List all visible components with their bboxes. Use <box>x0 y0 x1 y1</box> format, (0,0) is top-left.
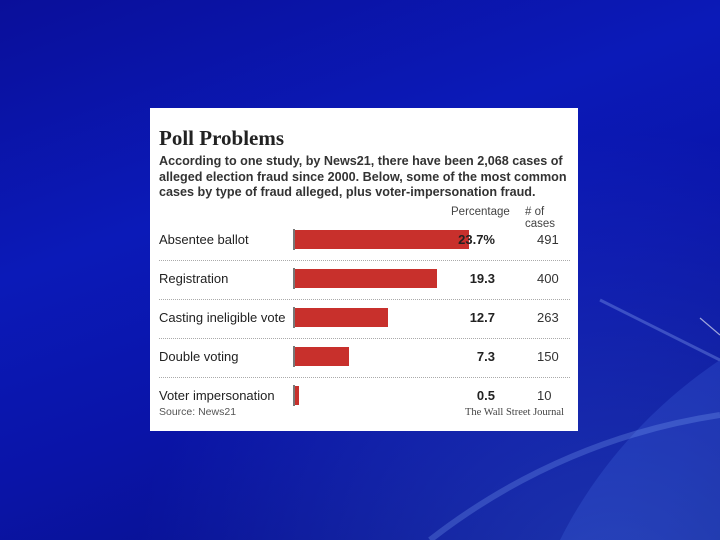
bar <box>295 385 299 405</box>
cases-header: # of cases <box>525 205 556 230</box>
chart-description: According to one study, by News21, there… <box>159 154 567 199</box>
bar <box>295 307 389 327</box>
bar-row: Voter impersonation 0.5 10 <box>159 376 570 416</box>
bar-baseline <box>293 306 295 328</box>
bar-row: Absentee ballot 23.7% 491 <box>159 222 570 260</box>
bar <box>295 346 349 366</box>
column-headers: Percentage # of cases <box>159 204 570 230</box>
source-note: Source: News21 <box>159 406 237 418</box>
cases-value: 10 <box>537 387 552 403</box>
chart-title: Poll Problems <box>159 126 285 150</box>
cases-value: 263 <box>537 309 559 325</box>
bar-row: Casting ineligible vote 12.7 263 <box>159 298 570 338</box>
bar-row: Registration 19.3 400 <box>159 259 570 299</box>
category-label: Double voting <box>159 348 239 364</box>
percentage-value: 0.5 <box>476 387 495 403</box>
chart-card: Poll Problems According to one study, by… <box>150 108 578 431</box>
cases-value: 400 <box>537 270 559 286</box>
bar-row: Double voting 7.3 150 <box>159 337 570 377</box>
bar-baseline <box>293 345 295 367</box>
cases-value: 150 <box>537 348 559 364</box>
percentage-header: Percentage <box>451 205 510 218</box>
category-label: Registration <box>159 270 229 286</box>
percentage-value: 23.7% <box>458 231 495 247</box>
category-label: Voter impersonation <box>159 387 275 403</box>
percentage-value: 19.3 <box>469 270 495 286</box>
category-label: Casting ineligible vote <box>159 309 286 325</box>
bar-baseline <box>293 267 295 289</box>
percentage-value: 12.7 <box>469 309 495 325</box>
bar-baseline <box>293 384 295 406</box>
publisher-credit: The Wall Street Journal <box>465 407 564 418</box>
bar-baseline <box>293 228 295 250</box>
bar <box>295 268 438 288</box>
cases-value: 491 <box>537 231 559 247</box>
bar-rows: Absentee ballot 23.7% 491 Registration 19.3 4… <box>159 222 570 416</box>
category-label: Absentee ballot <box>159 231 249 247</box>
percentage-value: 7.3 <box>476 348 495 364</box>
bar <box>295 229 470 249</box>
